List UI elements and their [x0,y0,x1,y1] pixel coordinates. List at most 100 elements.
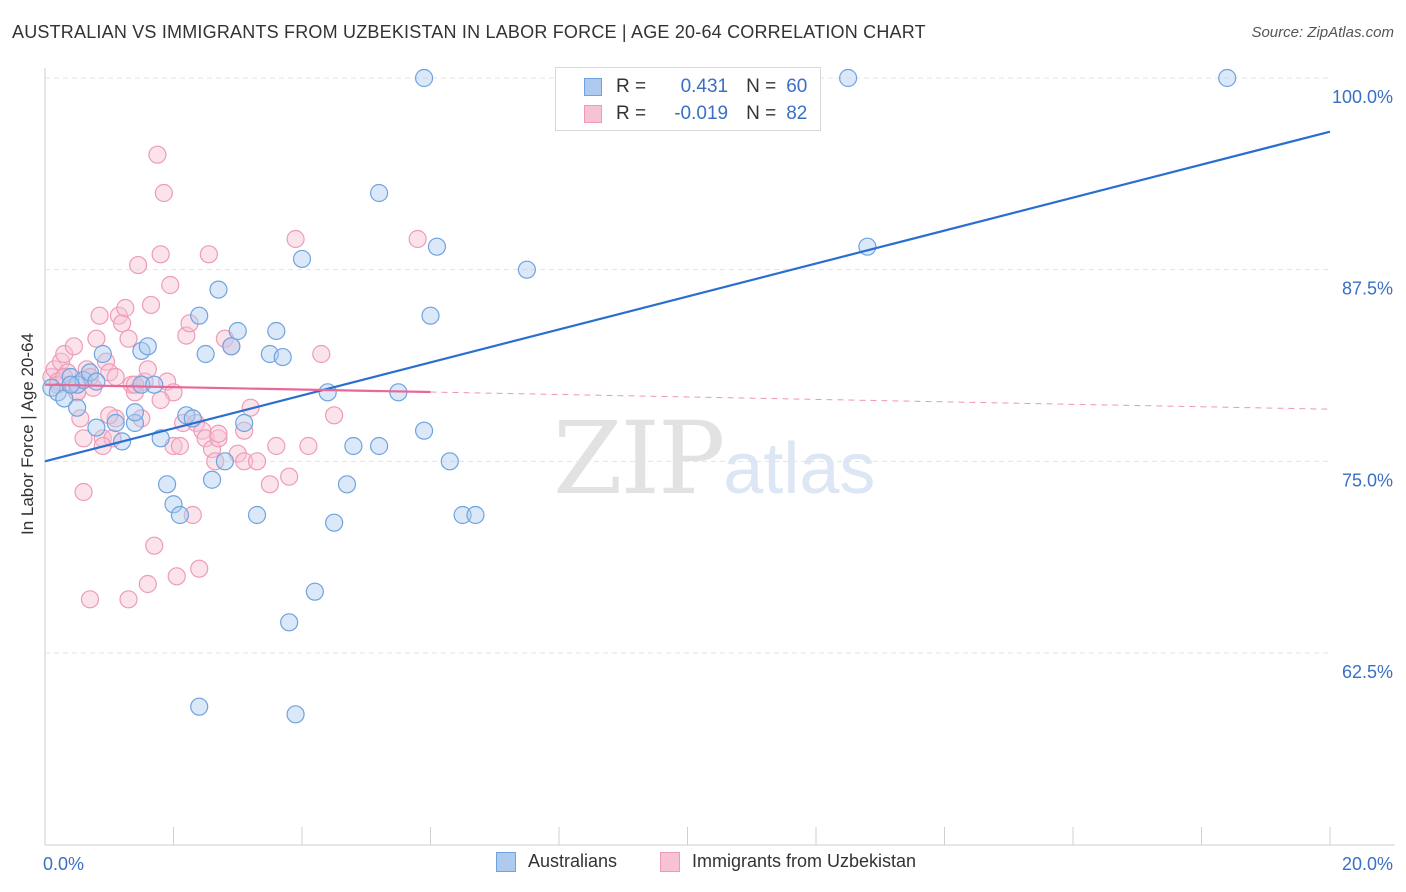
immigrants-trend-line-extension [430,391,1331,410]
australians-point-38 [286,705,305,724]
immigrants-point-23 [116,298,135,318]
legend-row-immigrants: R = -0.019 N = 82 [584,100,807,128]
australians-point-46 [370,183,389,203]
australians-point-25 [190,306,209,325]
immigrants-point-70 [106,367,125,387]
legend-r-label: R = [616,103,647,124]
australians-point-26 [196,344,215,364]
correlation-legend: R = 0.431 N = 60 R = -0.019 N = 82 [555,67,821,131]
australians-point-48 [414,421,434,440]
legend-n-label: N = [746,76,777,97]
immigrants-point-22 [112,314,132,333]
australians-point-44 [344,436,363,456]
australians-point-37 [280,613,299,632]
immigrants-point-65 [325,406,344,425]
australians-point-13 [125,413,145,433]
australians-point-17 [138,337,157,356]
tick-labels: 62.5% 75.0% 87.5% 100.0% 0.0% 20.0% [43,87,1393,874]
australians-point-40 [305,582,324,601]
immigrants-point-56 [235,452,254,471]
australians-point-29 [215,452,234,471]
legend-r-label: R = [616,76,647,97]
australians-point-55 [190,697,209,716]
australians-trend-line [44,130,1331,463]
immigrants-point-49 [199,245,218,264]
legend-n-label: N = [746,103,777,124]
y-axis-title: In Labor Force | Age 20-64 [18,333,37,535]
series-immigrants-points [42,145,427,609]
australians-point-21 [164,495,183,514]
immigrants-point-66 [119,590,138,609]
immigrants-point-10 [74,429,93,448]
bottom-legend-label: Australians [528,851,618,871]
series-australians-points [42,68,1237,724]
immigrants-point-63 [299,436,318,456]
legend-swatch-blue [584,78,602,96]
watermark-atlas: atlas [723,429,876,509]
watermark-zip: ZIP [553,400,725,517]
immigrants-point-67 [138,574,157,594]
australians-point-9 [68,398,87,417]
legend-n-value: 60 [786,76,808,97]
legend-swatch-pink [584,105,602,123]
immigrants-point-33 [148,145,167,164]
australians-point-31 [228,321,247,341]
australians-point-19 [151,429,170,448]
legend-r-value: 0.431 [680,76,729,97]
legend-r-value: -0.019 [674,103,729,124]
immigrants-point-35 [154,183,173,203]
immigrants-point-64 [312,344,331,364]
immigrants-point-69 [408,229,427,249]
australians-point-49 [421,306,440,325]
australians-point-10 [87,418,106,437]
immigrants-point-78 [151,390,170,410]
immigrants-point-37 [161,275,180,295]
australians-point-33 [247,505,267,525]
y-tick-label-2: 87.5% [1342,279,1393,299]
y-tick-label-3: 100.0% [1332,87,1393,107]
immigrants-point-4 [55,344,74,364]
immigrants-point-46 [190,559,209,578]
australians-point-58 [839,68,858,88]
bottom-legend-australians: Australians [496,851,617,872]
australians-point-36 [273,347,292,367]
australians-point-22 [170,505,190,525]
immigrants-point-60 [267,436,286,456]
australians-point-15 [132,375,151,394]
australians-point-50 [427,237,447,256]
australians-point-16 [132,341,151,361]
immigrants-point-32 [145,536,164,555]
australians-point-18 [145,375,164,394]
australians-point-0 [42,378,61,397]
australians-point-39 [292,249,312,269]
australians-point-14 [125,403,145,422]
immigrants-point-43 [180,314,199,333]
x-tick-label-1: 20.0% [1342,854,1393,874]
bottom-legend-label: Immigrants from Uzbekistan [692,851,917,871]
legend-row-australians: R = 0.431 N = 60 [584,73,807,101]
immigrants-point-18 [100,363,119,382]
bottom-legend-swatch-pink [660,851,680,872]
australians-point-11 [106,413,125,433]
australians-point-20 [157,475,177,494]
immigrants-point-31 [141,295,161,315]
australians-point-27 [202,470,222,489]
australians-point-7 [87,372,106,391]
immigrants-point-27 [129,255,148,275]
trend-lines [44,130,1331,463]
australians-point-35 [267,321,286,341]
x-tick-label-0: 0.0% [43,854,84,874]
immigrants-point-51 [206,452,225,471]
immigrants-point-44 [183,505,202,525]
australians-point-45 [370,436,389,456]
watermark: ZIPatlas [553,400,875,517]
immigrants-point-62 [286,229,305,249]
chart-title: AUSTRALIAN VS IMMIGRANTS FROM UZBEKISTAN… [12,22,926,42]
immigrants-point-39 [167,567,186,586]
immigrants-point-75 [125,375,145,394]
immigrants-point-58 [247,452,267,471]
immigrants-point-68 [80,590,100,609]
immigrants-point-24 [119,329,138,348]
australians-point-52 [453,505,472,525]
